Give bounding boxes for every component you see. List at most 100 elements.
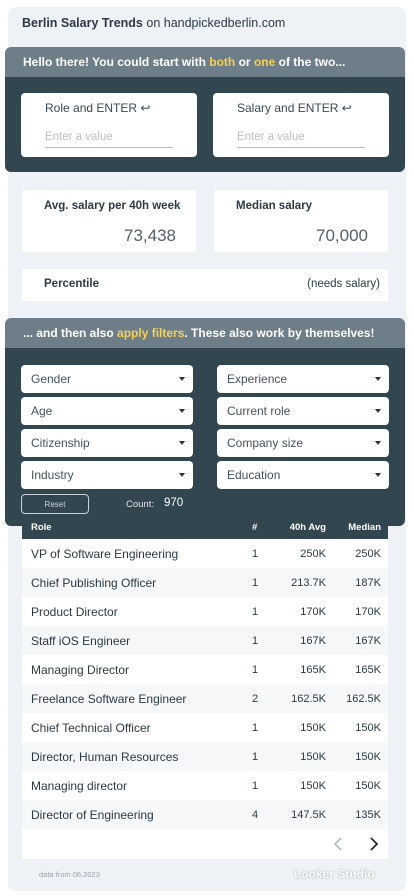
cell-count: 1: [252, 664, 259, 676]
table-row[interactable]: Product Director 1 170K 170K: [22, 597, 388, 626]
cell-median: 150K: [355, 722, 381, 734]
table-row[interactable]: Chief Publishing Officer 1 213.7K 187K: [22, 568, 388, 597]
table-row[interactable]: Managing director 1 150K 150K: [22, 771, 388, 800]
caret-down-icon: [179, 473, 185, 477]
column-header-avg[interactable]: 40h Avg: [289, 522, 326, 533]
percentile-value: (needs salary): [307, 278, 380, 290]
chevron-right-icon[interactable]: [365, 836, 381, 852]
cell-avg: 170K: [300, 606, 326, 618]
cell-count: 1: [252, 780, 259, 792]
cell-role: Director of Engineering: [31, 808, 154, 822]
intro-banner-suffix: of the two...: [278, 55, 346, 69]
cell-median: 167K: [355, 635, 381, 647]
median-salary-value: 70,000: [316, 226, 368, 245]
cell-count: 1: [252, 577, 259, 589]
intro-banner-prefix: Hello there! You could start with: [23, 55, 206, 69]
age-dropdown-label: Age: [31, 404, 53, 418]
data-source-note: data from 06.2023: [39, 870, 100, 879]
cell-avg: 250K: [300, 548, 326, 560]
education-dropdown-label: Education: [227, 468, 281, 482]
current-role-dropdown[interactable]: Current role: [217, 397, 389, 425]
citizenship-dropdown[interactable]: Citizenship: [21, 429, 193, 457]
cell-role: Freelance Software Engineer: [31, 692, 187, 706]
cell-avg: 150K: [300, 780, 326, 792]
current-role-dropdown-label: Current role: [227, 404, 291, 418]
salary-input[interactable]: [237, 126, 365, 148]
experience-dropdown[interactable]: Experience: [217, 365, 389, 393]
cell-count: 2: [252, 693, 259, 705]
chevron-left-icon[interactable]: [331, 836, 347, 852]
table-header: Role # 40h Avg Median: [22, 516, 388, 539]
cell-avg: 147.5K: [291, 809, 326, 821]
role-input-card: Role and ENTER ↩: [21, 93, 197, 157]
median-salary-card: Median salary 70,000: [214, 190, 388, 252]
caret-down-icon: [179, 377, 185, 381]
cell-count: 1: [252, 606, 259, 618]
cell-median: 162.5K: [346, 693, 381, 705]
salary-input-label: Salary and ENTER ↩: [237, 101, 352, 115]
page-title-bold: Berlin Salary Trends: [22, 16, 143, 30]
caret-down-icon: [375, 377, 381, 381]
company-size-dropdown[interactable]: Company size: [217, 429, 389, 457]
caret-down-icon: [375, 409, 381, 413]
intro-banner: Hello there! You could start with both o…: [5, 47, 405, 77]
experience-dropdown-label: Experience: [227, 372, 288, 386]
filters-banner-suffix: . These also work by themselves!: [184, 326, 375, 340]
cell-avg: 165K: [300, 664, 326, 676]
percentile-label: Percentile: [44, 278, 99, 290]
cell-median: 165K: [355, 664, 381, 676]
looker-studio-logo[interactable]: Looker Studio: [294, 867, 375, 881]
role-input-label: Role and ENTER ↩: [45, 101, 151, 115]
intro-banner-or: or: [238, 55, 251, 69]
cell-role: Managing director: [31, 779, 128, 793]
table-row[interactable]: Freelance Software Engineer 2 162.5K 162…: [22, 684, 388, 713]
cell-role: Director, Human Resources: [31, 750, 179, 764]
role-input[interactable]: [45, 126, 173, 148]
table-row[interactable]: Staff iOS Engineer 1 167K 167K: [22, 626, 388, 655]
pagination-bar: [22, 829, 388, 859]
cell-role: Chief Publishing Officer: [31, 576, 157, 590]
reset-button[interactable]: Reset: [21, 494, 89, 514]
filters-banner-prefix: ... and then also: [23, 326, 114, 340]
avg-salary-card: Avg. salary per 40h week 73,438: [22, 190, 196, 252]
table-row[interactable]: VP of Software Engineering 1 250K 250K: [22, 539, 388, 568]
education-dropdown[interactable]: Education: [217, 461, 389, 489]
company-size-dropdown-label: Company size: [227, 436, 304, 450]
cell-median: 187K: [355, 577, 381, 589]
table-row[interactable]: Chief Technical Officer 1 150K 150K: [22, 713, 388, 742]
intro-banner-one: one: [253, 55, 276, 69]
cell-count: 4: [252, 809, 259, 821]
page-title: Berlin Salary Trends on handpickedberlin…: [22, 16, 285, 30]
cell-avg: 150K: [300, 751, 326, 763]
table-row[interactable]: Director, Human Resources 1 150K 150K: [22, 742, 388, 771]
column-header-role[interactable]: Role: [31, 522, 52, 533]
caret-down-icon: [179, 409, 185, 413]
cell-role: VP of Software Engineering: [31, 547, 179, 561]
column-header-count[interactable]: #: [252, 522, 258, 533]
cell-role: Staff iOS Engineer: [31, 634, 131, 648]
cell-avg: 213.7K: [291, 577, 326, 589]
age-dropdown[interactable]: Age: [21, 397, 193, 425]
cell-median: 135K: [355, 809, 381, 821]
table-row[interactable]: Director of Engineering 4 147.5K 135K: [22, 800, 388, 829]
cell-median: 150K: [355, 780, 381, 792]
gender-dropdown[interactable]: Gender: [21, 365, 193, 393]
industry-dropdown-label: Industry: [31, 468, 74, 482]
industry-dropdown[interactable]: Industry: [21, 461, 193, 489]
column-header-median[interactable]: Median: [348, 522, 381, 533]
avg-salary-label: Avg. salary per 40h week: [44, 200, 181, 212]
gender-dropdown-label: Gender: [31, 372, 72, 386]
avg-salary-value: 73,438: [124, 226, 176, 245]
cell-count: 1: [252, 635, 259, 647]
caret-down-icon: [179, 441, 185, 445]
caret-down-icon: [375, 441, 381, 445]
citizenship-dropdown-label: Citizenship: [31, 436, 90, 450]
cell-count: 1: [252, 548, 259, 560]
median-salary-label: Median salary: [236, 200, 313, 212]
cell-median: 170K: [355, 606, 381, 618]
count-label: Count:: [126, 499, 154, 510]
salary-input-card: Salary and ENTER ↩: [213, 93, 389, 157]
table-row[interactable]: Managing Director 1 165K 165K: [22, 655, 388, 684]
intro-banner-both: both: [209, 55, 236, 69]
